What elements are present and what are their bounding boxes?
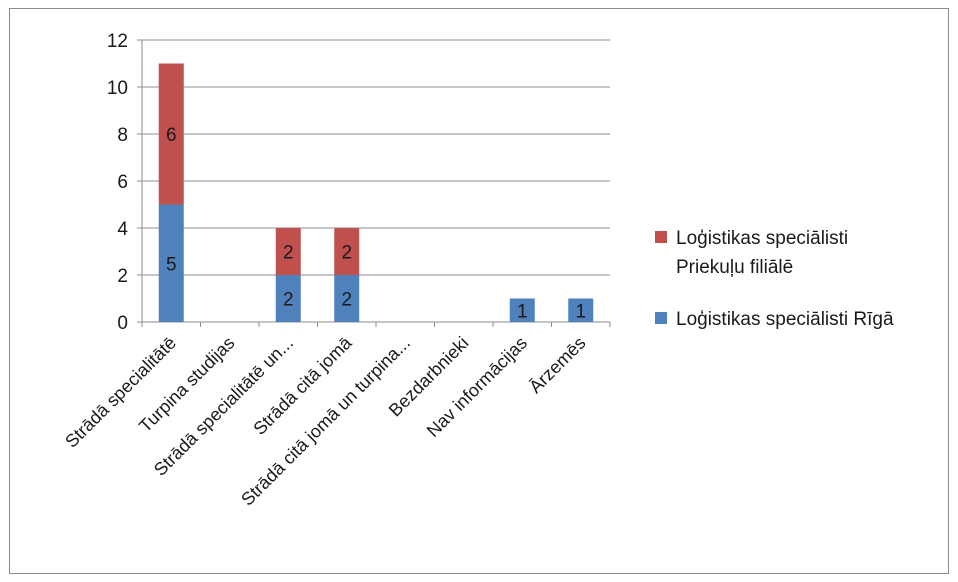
bar-segment bbox=[334, 228, 360, 275]
bar-segment bbox=[158, 63, 184, 205]
data-label: 6 bbox=[166, 125, 177, 146]
y-tick-label: 2 bbox=[117, 266, 128, 287]
data-label: 5 bbox=[166, 254, 177, 275]
gridlines bbox=[137, 39, 611, 327]
bar-segment bbox=[568, 298, 594, 322]
x-category-label: Ārzemēs bbox=[525, 333, 589, 397]
legend-swatch bbox=[655, 231, 667, 243]
y-tick-label: 8 bbox=[117, 125, 128, 146]
x-category-label: Strādā specialitātē bbox=[61, 333, 180, 452]
y-tick-label: 10 bbox=[107, 78, 128, 99]
y-axis-ticks: 0 2 4 6 8 10 12 bbox=[107, 31, 129, 334]
y-tick-label: 0 bbox=[117, 313, 128, 334]
bar-segment bbox=[275, 275, 301, 322]
x-category-label: Strādā citā jomā bbox=[249, 332, 356, 439]
bars: 5 6 2 2 2 2 1 1 bbox=[158, 63, 594, 322]
legend-label: Loģistikas speciālisti Rīgā bbox=[676, 309, 894, 330]
bar-segment bbox=[158, 204, 184, 322]
data-label: 1 bbox=[517, 301, 528, 322]
data-label: 2 bbox=[341, 243, 352, 264]
bar-segment bbox=[275, 228, 301, 275]
legend-label: Priekuļu filiālē bbox=[676, 257, 793, 278]
data-label: 2 bbox=[283, 290, 294, 311]
y-tick-label: 4 bbox=[117, 219, 128, 240]
bar-segment bbox=[509, 298, 535, 322]
y-tick-label: 6 bbox=[117, 172, 128, 193]
data-label: 2 bbox=[341, 290, 352, 311]
data-label: 1 bbox=[575, 301, 586, 322]
legend-label: Loģistikas speciālisti bbox=[676, 228, 848, 249]
legend: Loģistikas speciālisti Priekuļu filiālē Lo… bbox=[655, 228, 894, 330]
legend-swatch bbox=[655, 312, 667, 324]
data-label: 2 bbox=[283, 243, 294, 264]
x-category-label: Nav informācijas bbox=[423, 333, 531, 441]
y-tick-label: 12 bbox=[107, 31, 128, 52]
bar-segment bbox=[334, 275, 360, 322]
